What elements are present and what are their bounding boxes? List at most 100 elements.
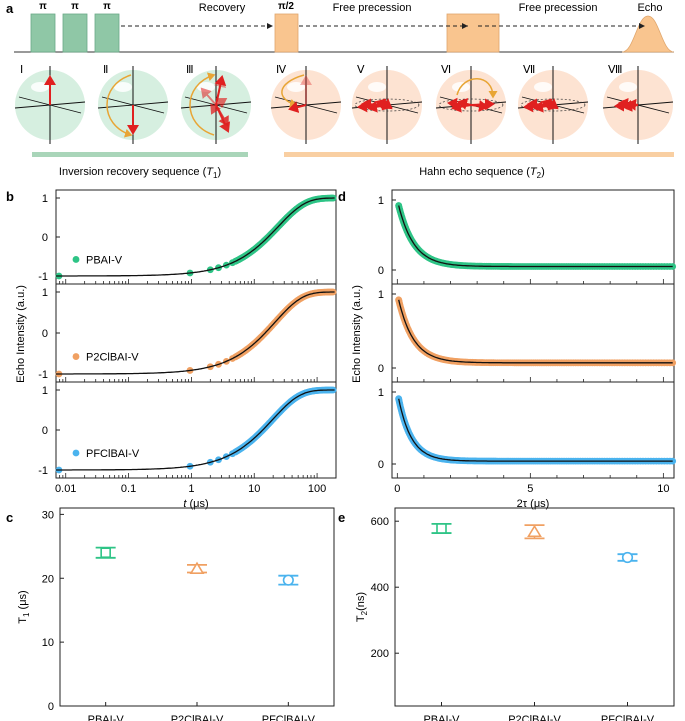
y-axis-label: T2(ns) [355,592,369,622]
y-tick-label: 1 [378,289,384,301]
circle-marker [282,574,294,586]
square-marker [100,547,111,559]
roman-numeral: Ⅵ [441,64,451,76]
roman-numeral: Ⅱ [103,64,108,76]
x-tick-label: 0.1 [121,483,136,495]
roman-numeral: Ⅶ [523,64,535,76]
recovery-label: Recovery [199,2,246,14]
fit-line [398,205,673,268]
legend-marker [72,256,80,263]
triangle-marker [189,561,205,574]
fit-line [56,291,335,375]
refocused-vector [626,98,639,111]
fit-line [398,398,673,462]
free-precession-label-2: Free precession [519,2,598,14]
plot-frame [55,189,337,285]
sphere-highlight [534,82,552,92]
subplot-d-1: 01 [378,189,677,285]
recovery-path [189,72,216,136]
plot-frame [391,283,675,383]
fit-line [56,389,335,471]
legend-label: P2ClBAI-V [86,352,139,364]
plot-frame [391,189,675,285]
y-tick-label: 1 [42,193,48,205]
sphere-highlight [619,82,637,92]
category-label: PBAI-V [423,714,460,721]
bloch-sphere-5: Ⅴ [351,64,423,144]
rotation-path [106,74,133,138]
dephasing-vector [381,98,393,110]
inversion-bar [32,152,248,157]
dephasing-vector [457,98,472,110]
magnetization-vector [288,101,307,113]
subplot-d-3: 01 [378,381,677,479]
data-point-1 [431,522,452,534]
sphere-highlight [31,82,49,92]
y-tick-label: 0 [378,459,384,471]
y-tick-label: 1 [42,385,48,397]
x-tick-label: 5 [527,483,533,495]
y-tick-label: -1 [38,465,48,477]
dephasing-vector [357,100,388,113]
magnetization-vector [215,104,231,133]
fit-line [56,197,335,277]
sphere-highlight [114,82,132,92]
free-precession-label-1: Free precession [333,2,412,14]
x-tick-label: 1 [188,483,194,495]
bloch-sphere-2: Ⅱ [97,64,169,144]
subplot-b-1: -1 0 1 PBAI-V [38,189,337,285]
pi-pulse-2 [62,13,88,53]
y-label-symbol: T [355,615,367,622]
y-tick-label: 20 [42,573,54,585]
legend-label: PBAI-V [86,254,123,266]
y-tick-label: -1 [38,369,48,381]
hahn-bar [284,152,674,157]
chart-c: 0 10 20 30 PBAI-V P2ClBAI-V PFClBAI-V T1 (μs) [17,507,335,721]
pi-refocus-pulse [446,13,500,53]
inversion-recovery-caption: Inversion recovery sequence (T1) [59,166,221,180]
y-tick-label: 400 [371,582,389,594]
chart-b: -1 0 1 PBAI-V -1 0 1 P2ClBAI-V -1 0 1 PFClBAI-V 0.01… [15,189,337,510]
data-point-2 [187,561,207,574]
legend-label: PFClBAI-V [86,448,140,460]
category-label: PFClBAI-V [262,714,316,721]
series-markers [395,202,677,270]
y-tick-label: 0 [42,425,48,437]
x-tick-label: 0 [394,483,400,495]
y-tick-label: 1 [378,387,384,399]
dephasing-vector [547,98,559,110]
y-tick-label: 600 [371,516,389,528]
legend-marker [72,353,80,360]
subplot-b-3: -1 0 1 PFClBAI-V [38,381,337,479]
data-point-2 [524,524,545,540]
pi-pulse-1 [30,13,56,53]
circle-marker [621,551,634,564]
triangle-marker [527,524,542,538]
fit-line [398,299,673,364]
plot-frame [391,381,675,479]
refocus-path [456,78,498,99]
square-marker [436,523,447,534]
series-markers [395,395,677,465]
pulse-label-2: π [71,1,79,12]
legend-marker [72,449,80,457]
subplot-b-2: -1 0 1 P2ClBAI-V [38,283,337,383]
bloch-sphere-3: Ⅲ [180,64,252,144]
sphere-highlight [287,82,305,92]
data-point-1 [95,546,116,559]
plot-frame [55,283,337,383]
y-tick-label: 0 [378,363,384,375]
pi-pulse-3 [94,13,120,53]
roman-numeral: Ⅳ [276,64,287,76]
panel-label-c: c [6,510,13,525]
subplot-d-2: 01 [378,283,677,383]
echo-signal [621,15,675,53]
panel-a: a π π π π/2 Recovery Free precession Fre… [6,1,675,180]
x-tick-label: 10 [657,483,669,495]
magnetization-vector [200,87,217,106]
y-label-unit: (ns) [355,592,367,611]
x-label-symbol: t [183,498,187,510]
y-axis-label: Echo Intensity (a.u.) [15,285,27,383]
y-tick-label: 0 [42,328,48,340]
panel-label-a: a [6,1,14,16]
